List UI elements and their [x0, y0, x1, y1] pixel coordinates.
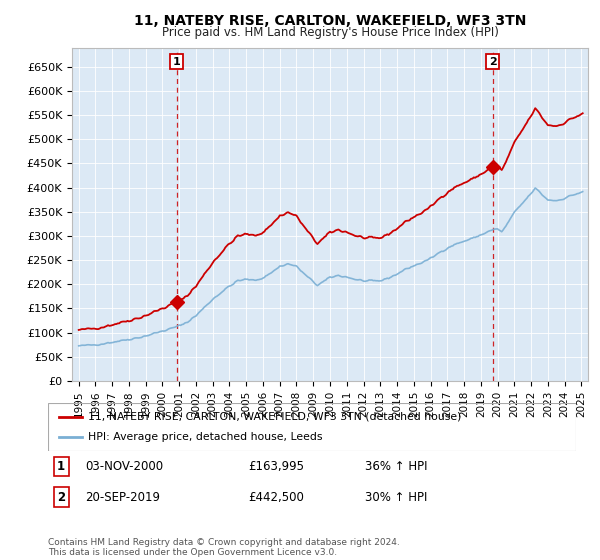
Text: 20-SEP-2019: 20-SEP-2019	[85, 491, 160, 503]
Text: 11, NATEBY RISE, CARLTON, WAKEFIELD, WF3 3TN (detached house): 11, NATEBY RISE, CARLTON, WAKEFIELD, WF3…	[88, 412, 461, 422]
Text: 03-NOV-2000: 03-NOV-2000	[85, 460, 163, 473]
Text: 1: 1	[173, 57, 181, 67]
Text: £163,995: £163,995	[248, 460, 305, 473]
Text: £442,500: £442,500	[248, 491, 305, 503]
Text: 2: 2	[489, 57, 497, 67]
Text: 11, NATEBY RISE, CARLTON, WAKEFIELD, WF3 3TN: 11, NATEBY RISE, CARLTON, WAKEFIELD, WF3…	[134, 14, 526, 28]
Text: Price paid vs. HM Land Registry's House Price Index (HPI): Price paid vs. HM Land Registry's House …	[161, 26, 499, 39]
Text: HPI: Average price, detached house, Leeds: HPI: Average price, detached house, Leed…	[88, 432, 322, 442]
Text: 1: 1	[57, 460, 65, 473]
Text: 36% ↑ HPI: 36% ↑ HPI	[365, 460, 427, 473]
Text: 30% ↑ HPI: 30% ↑ HPI	[365, 491, 427, 503]
Text: 2: 2	[57, 491, 65, 503]
Text: Contains HM Land Registry data © Crown copyright and database right 2024.
This d: Contains HM Land Registry data © Crown c…	[48, 538, 400, 557]
